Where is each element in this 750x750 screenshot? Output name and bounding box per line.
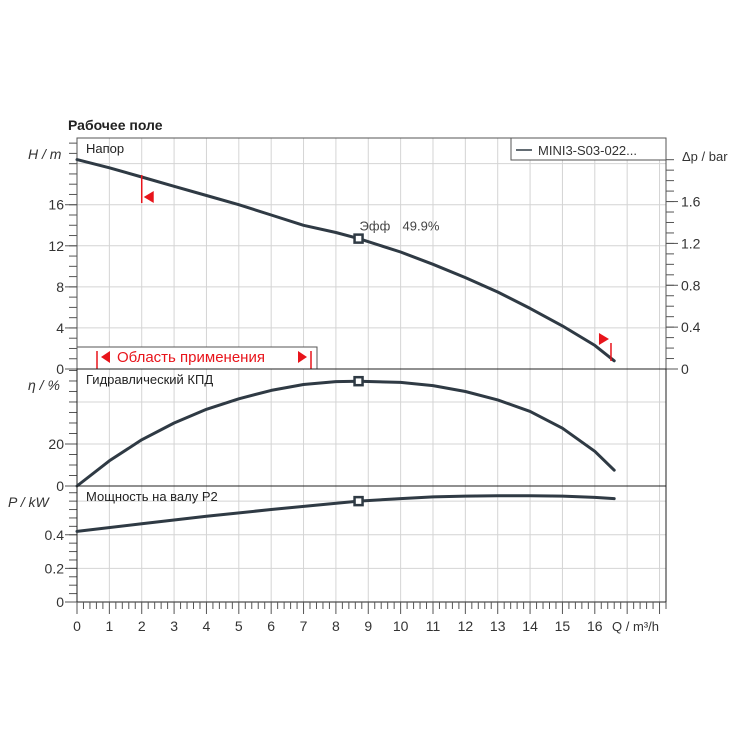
y-tick-label: 16 <box>48 197 64 213</box>
x-tick-label: 9 <box>364 618 372 634</box>
efficiency-annotation-value: 49.9% <box>403 219 440 234</box>
legend-label: MINI3-S03-022... <box>538 143 637 158</box>
panel-frame <box>76 485 667 603</box>
y-tick-label: 0 <box>56 594 64 610</box>
x-tick-label: 7 <box>300 618 308 634</box>
x-tick-label: 11 <box>426 618 441 634</box>
curve-head <box>75 158 616 363</box>
y-right-tick-label: 0.8 <box>681 277 701 293</box>
x-tick-label: 3 <box>170 618 178 634</box>
x-tick-label: 5 <box>235 618 243 634</box>
x-axis-label: Q / m³/h <box>612 619 659 634</box>
x-tick-label: 14 <box>522 618 538 634</box>
x-tick-label: 0 <box>73 618 81 634</box>
x-tick-label: 16 <box>587 618 603 634</box>
duty-point-marker <box>353 495 364 507</box>
y-right-tick-label: 1.6 <box>681 194 701 210</box>
y-right-tick-label: 1.2 <box>681 235 701 251</box>
panel-label: Гидравлический КПД <box>86 372 213 387</box>
y-right-tick-label: 0 <box>681 361 689 377</box>
y-axis-label: η / % <box>28 377 60 393</box>
y-right-tick-label: 0.4 <box>681 319 701 335</box>
duty-point-marker <box>353 375 364 387</box>
application-area-label: Область применения <box>117 349 265 366</box>
x-tick-label: 15 <box>555 618 571 634</box>
y-tick-label: 20 <box>48 436 64 452</box>
x-tick-label: 4 <box>203 618 211 634</box>
x-tick-label: 12 <box>458 618 474 634</box>
arrow-right-icon <box>298 351 307 363</box>
y-tick-label: 12 <box>48 238 64 254</box>
duty-point-marker <box>353 233 364 244</box>
y-tick-label: 0.4 <box>45 527 65 543</box>
y-tick-label: 4 <box>56 320 64 336</box>
curve-power <box>75 494 616 533</box>
x-tick-label: 10 <box>393 618 409 634</box>
x-tick-label: 2 <box>138 618 146 634</box>
y-tick-label: 0 <box>56 478 64 494</box>
arrow-left-icon <box>101 351 110 363</box>
efficiency-annotation-label: Эфф <box>360 219 391 234</box>
y-tick-label: 8 <box>56 279 64 295</box>
panel-label: Мощность на валу P2 <box>86 489 218 504</box>
chart-title: Рабочее поле <box>68 117 163 133</box>
y-axis-label: H / m <box>28 146 62 162</box>
panel-label: Напор <box>86 141 124 156</box>
y-right-axis-label: Δp / bar <box>682 149 728 164</box>
max-flow-marker-icon <box>598 333 609 345</box>
x-tick-label: 13 <box>490 618 506 634</box>
curve-efficiency <box>75 379 616 488</box>
y-tick-label: 0 <box>56 361 64 377</box>
x-tick-label: 6 <box>267 618 275 634</box>
x-tick-label: 8 <box>332 618 340 634</box>
min-flow-marker-icon <box>143 191 154 203</box>
x-tick-label: 1 <box>105 618 113 634</box>
y-axis-label: P / kW <box>8 494 50 510</box>
legend-box <box>510 137 667 161</box>
y-tick-label: 0.2 <box>45 560 65 576</box>
